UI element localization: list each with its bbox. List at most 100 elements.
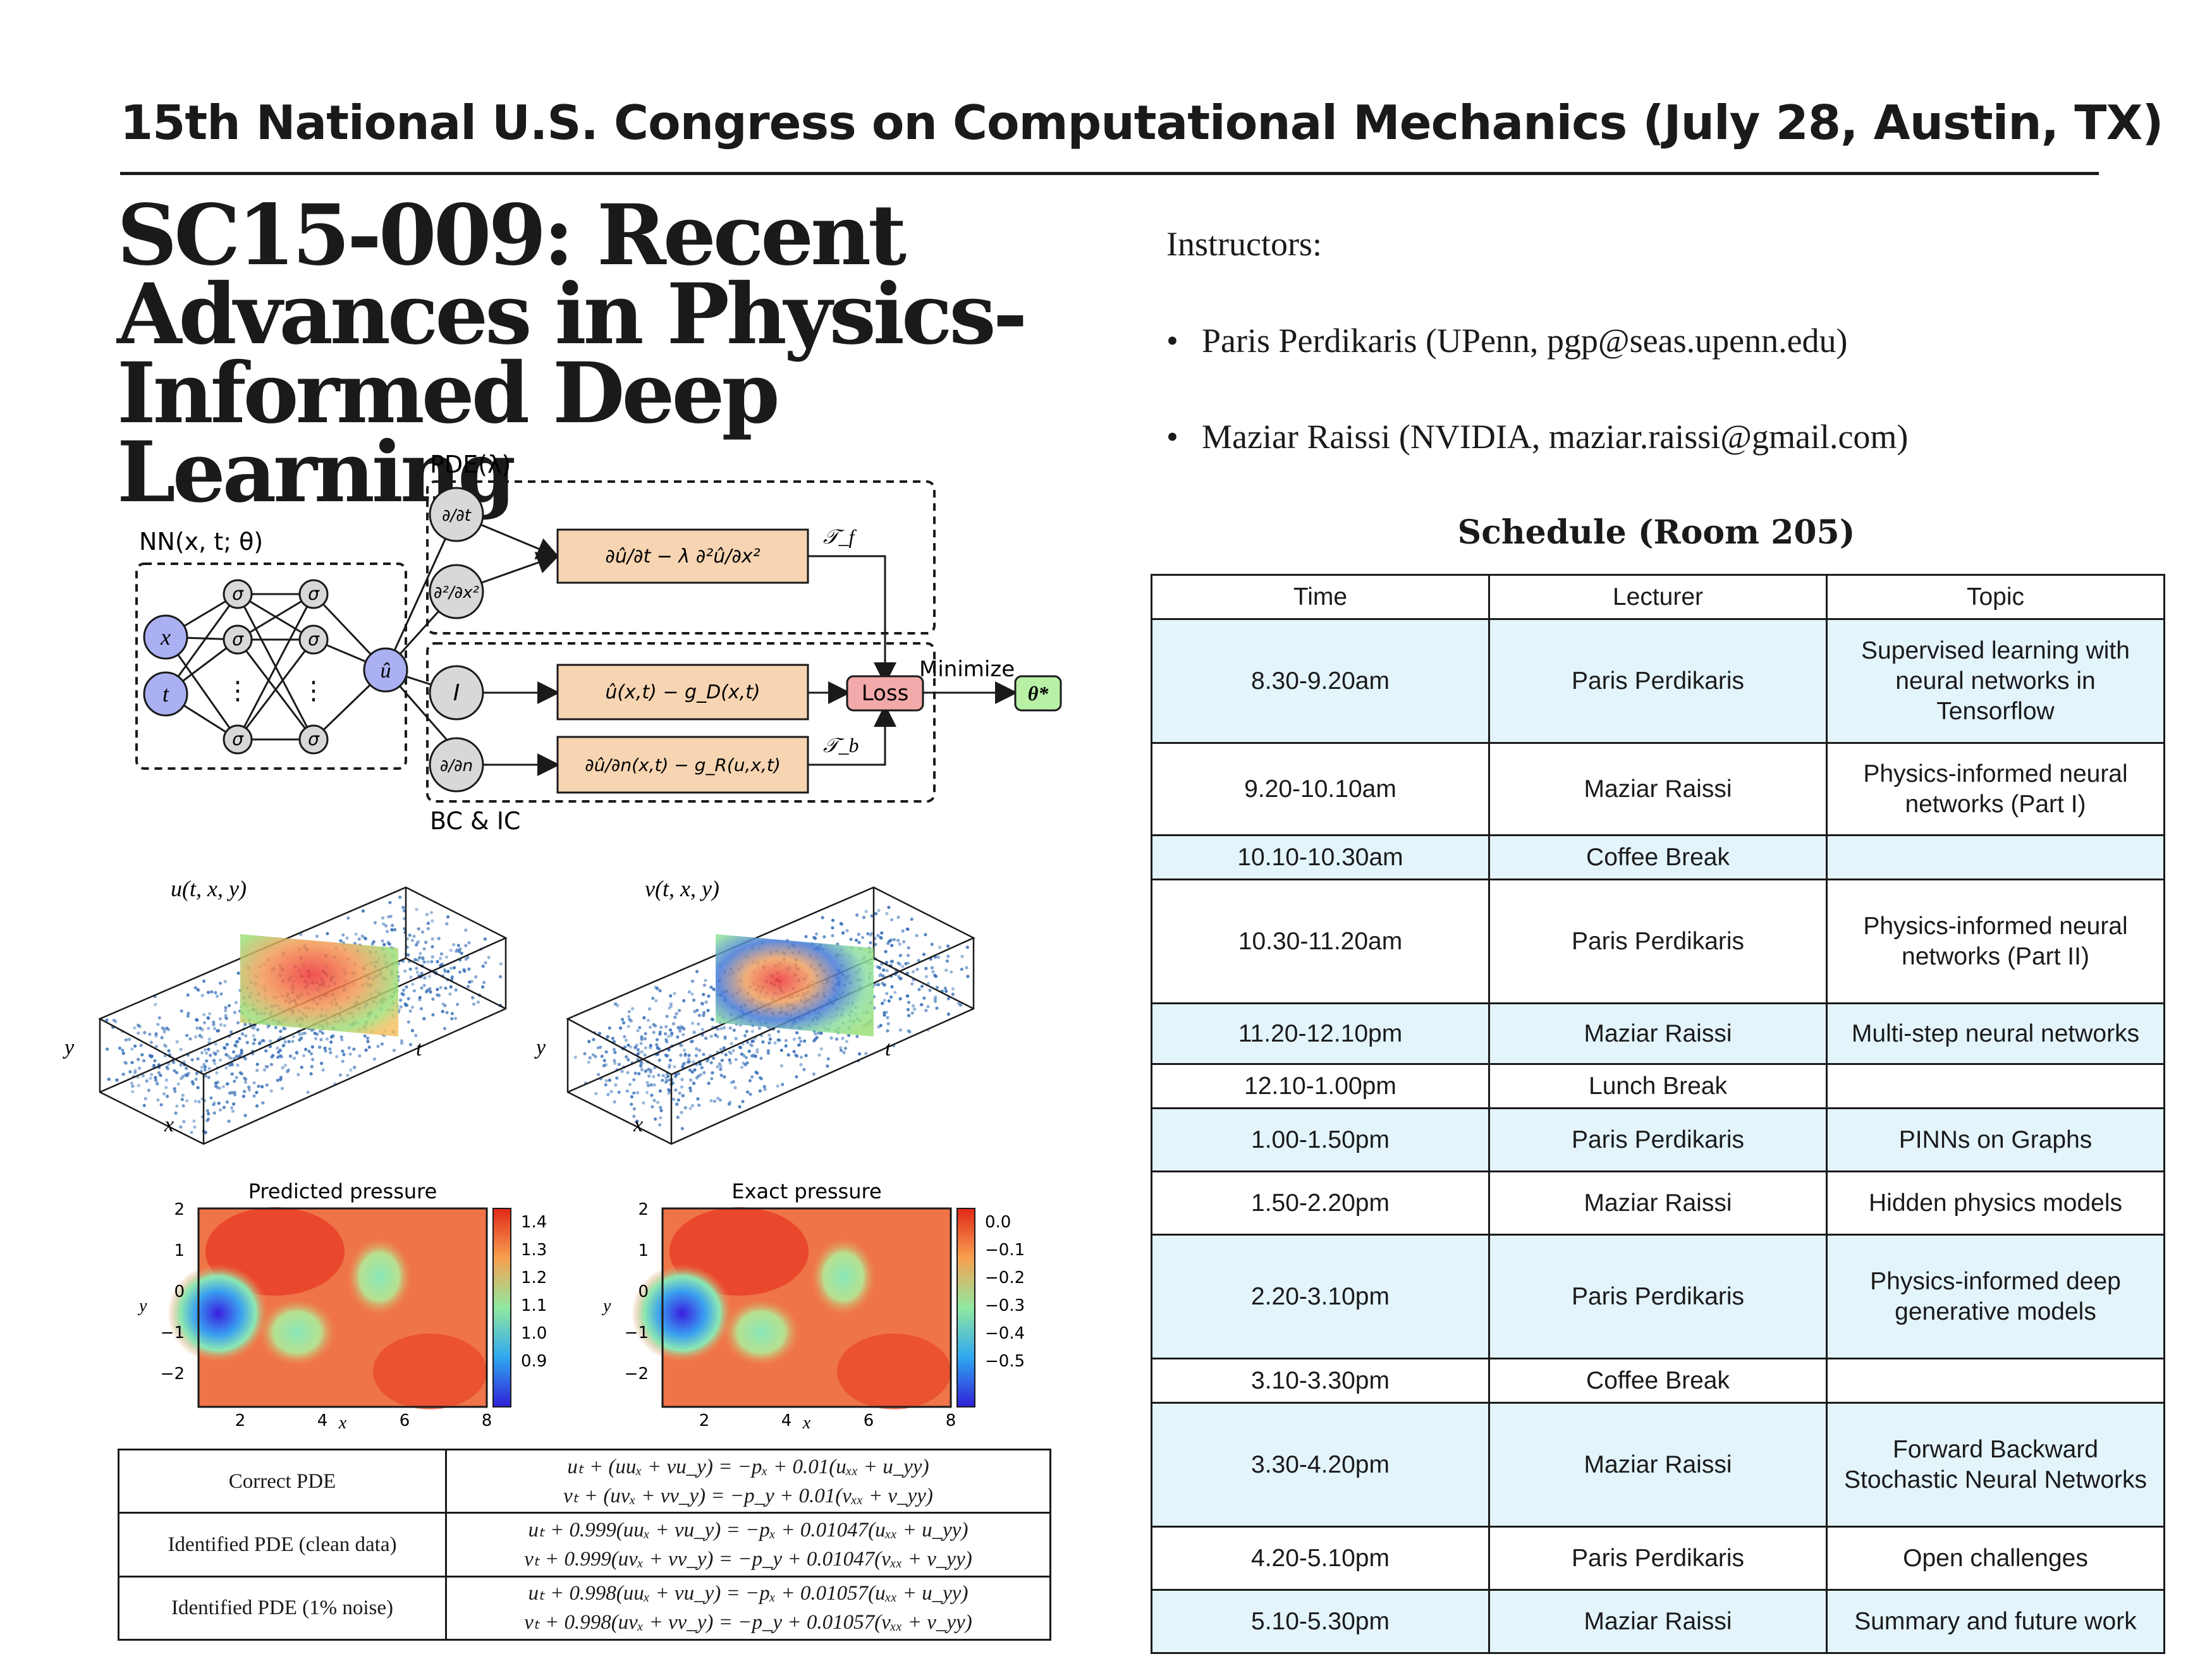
- scatter-point: [269, 1062, 273, 1066]
- scatter-point: [411, 982, 415, 986]
- scatter-point: [728, 1058, 731, 1062]
- scatter-point: [296, 1073, 300, 1076]
- scatter-point: [960, 954, 964, 958]
- scatter-point: [644, 1046, 647, 1050]
- scatter-point: [416, 958, 420, 962]
- scatter-point: [675, 1102, 679, 1106]
- scatter-point: [683, 1054, 687, 1057]
- scatter-point: [661, 1078, 664, 1082]
- scatter-plots: u(t, x, y) y t x v(t, x, y) y t x: [63, 876, 975, 1145]
- pde-label-cell: Identified PDE (1% noise): [118, 1575, 447, 1641]
- scatter-point: [121, 1051, 125, 1055]
- scatter-point: [121, 1049, 125, 1052]
- scatter-point: [279, 1055, 283, 1059]
- scatter-point: [382, 943, 386, 947]
- scatter-point: [669, 1004, 673, 1008]
- scatter-point: [240, 1032, 245, 1036]
- scatter-point: [740, 1066, 744, 1069]
- scatter-point: [190, 1058, 194, 1062]
- scatter-point: [879, 935, 883, 939]
- scatter-point: [118, 1046, 121, 1050]
- hidden-node: [298, 624, 329, 655]
- scatter-point: [225, 1043, 229, 1047]
- scatter-point: [718, 1062, 721, 1066]
- scatter-point: [669, 1028, 673, 1032]
- column-header: Topic: [1826, 574, 2165, 620]
- scatter-point: [676, 1035, 680, 1039]
- lecturer-cell: Maziar Raissi: [1488, 1589, 1828, 1654]
- scatter-point: [740, 1052, 744, 1056]
- scatter-point: [144, 1097, 147, 1100]
- scatter-point: [216, 1085, 219, 1090]
- scatter-point: [636, 1091, 640, 1095]
- scatter-point: [804, 1054, 808, 1057]
- scatter-point: [185, 1073, 188, 1077]
- scatter-point: [583, 1052, 587, 1055]
- scatter-point: [762, 1085, 766, 1088]
- scatter-point: [719, 1067, 723, 1071]
- scatter-point: [165, 1065, 169, 1069]
- scatter-point: [815, 1036, 819, 1040]
- scatter-point: [626, 1071, 630, 1074]
- lecturer-cell: Paris Perdikaris: [1488, 1107, 1828, 1172]
- scatter-point: [302, 1054, 306, 1057]
- scatter-point: [195, 1071, 199, 1076]
- scatter-point: [372, 940, 376, 944]
- scatter-point: [950, 970, 953, 974]
- scatter-point: [896, 915, 900, 919]
- scatter-point: [951, 987, 955, 991]
- scatter-point: [384, 924, 388, 928]
- scatter-point: [795, 1054, 799, 1058]
- scatter-point: [664, 1054, 668, 1057]
- scatter-point: [799, 1062, 803, 1067]
- scatter-point: [264, 1064, 268, 1068]
- scatter-point: [262, 1068, 267, 1072]
- scatter-point: [443, 1004, 447, 1007]
- scatter-point: [663, 1032, 668, 1036]
- theta-star-label: θ*: [1028, 682, 1049, 705]
- scatter-point: [128, 1037, 131, 1042]
- input-node-t: [143, 671, 188, 717]
- scatter-point: [422, 983, 426, 987]
- scatter-point: [883, 1013, 886, 1017]
- scatter-point: [426, 921, 431, 925]
- scatter-point: [866, 932, 870, 935]
- scatter-point: [869, 933, 872, 937]
- sigma-label: σ: [308, 729, 320, 750]
- scatter-point: [640, 1037, 644, 1041]
- scatter-point: [236, 1063, 240, 1067]
- scatter-point: [243, 1076, 247, 1080]
- scatter-point: [380, 1042, 384, 1046]
- scatter-point: [346, 916, 350, 920]
- y-tick: 2: [638, 1200, 649, 1219]
- scatter-point: [439, 952, 444, 956]
- scatter-point: [692, 1030, 696, 1034]
- scatter-point: [614, 1083, 618, 1087]
- scatter-point: [702, 992, 706, 997]
- scatter-point: [229, 1106, 234, 1110]
- title-line-1: SC15-009: Recent: [117, 186, 907, 284]
- scatter-point: [632, 1091, 636, 1095]
- scatter-point: [173, 1090, 177, 1093]
- instructor-text: Maziar Raissi (NVIDIA, maziar.raissi@gma…: [1202, 418, 1909, 456]
- scatter-point: [458, 970, 462, 974]
- scatter-point: [628, 1083, 632, 1086]
- scatter-point: [779, 1064, 783, 1067]
- scatter-point: [467, 985, 470, 988]
- scatter-point: [219, 992, 223, 996]
- scatter-point: [784, 1044, 788, 1048]
- scatter-point: [846, 1033, 851, 1037]
- column-header: Lecturer: [1488, 574, 1828, 620]
- scatter-point: [417, 927, 420, 931]
- scatter-point: [431, 997, 435, 1001]
- scatter-point: [640, 1035, 644, 1039]
- scatter-point: [730, 1042, 733, 1045]
- time-cell: 3.30-4.20pm: [1151, 1402, 1490, 1528]
- scatter-point: [200, 1051, 204, 1055]
- scatter-point: [613, 1100, 616, 1104]
- scatter-point: [644, 1031, 647, 1036]
- scatter-point: [212, 1023, 216, 1026]
- scatter-point: [410, 939, 415, 942]
- scatter-point: [815, 932, 819, 936]
- scatter-point: [453, 1016, 458, 1020]
